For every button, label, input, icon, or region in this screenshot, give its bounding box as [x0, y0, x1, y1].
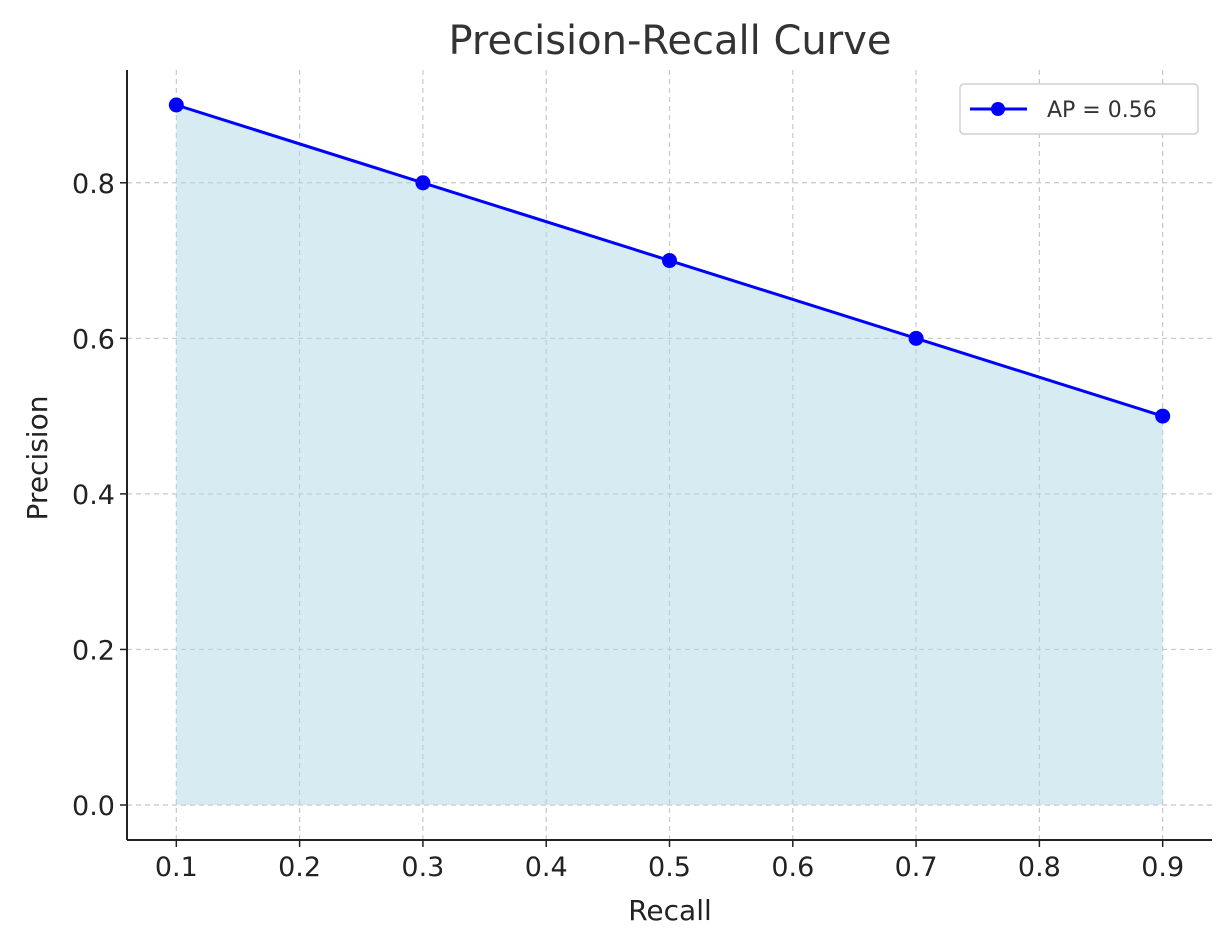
- x-tick-label-4: 0.5: [648, 852, 691, 883]
- fill-layer: [176, 105, 1163, 805]
- y-axis-label: Precision: [21, 396, 54, 521]
- y-tick-label-3: 0.6: [72, 324, 115, 355]
- x-tick-label-6: 0.7: [895, 852, 938, 883]
- x-axis-label: Recall: [628, 894, 712, 927]
- legend-label: AP = 0.56: [1047, 98, 1157, 123]
- x-tick-label-1: 0.2: [278, 852, 321, 883]
- x-tick-label-3: 0.4: [525, 852, 568, 883]
- y-tick-label-2: 0.4: [72, 480, 115, 511]
- series-0-fill-area: [176, 105, 1163, 805]
- series-layer: [168, 97, 1171, 424]
- x-tick-label-0: 0.1: [155, 852, 198, 883]
- series-0-point-4: [1155, 408, 1171, 424]
- legend: AP = 0.56: [959, 83, 1199, 135]
- legend-marker: [991, 102, 1005, 116]
- series-0-point-3: [908, 330, 924, 346]
- y-tick-label-1: 0.2: [72, 635, 115, 666]
- chart-title: Precision-Recall Curve: [449, 18, 892, 64]
- series-0-point-1: [415, 175, 431, 191]
- y-tick-label-4: 0.8: [72, 169, 115, 200]
- x-tick-label-5: 0.6: [771, 852, 814, 883]
- x-tick-label-8: 0.9: [1141, 852, 1184, 883]
- x-tick-label-7: 0.8: [1018, 852, 1061, 883]
- y-tick-label-0: 0.0: [72, 791, 115, 822]
- series-0-point-2: [662, 253, 677, 269]
- series-0-point-0: [168, 97, 184, 113]
- ticks-layer: 0.1 0.2 0.3 0.4 0.5 0.6 0.7 0.8 0.9 0.0 0.2 0.4 0.6 0…: [72, 169, 1184, 883]
- x-tick-label-2: 0.3: [401, 852, 444, 883]
- legend-box: [959, 83, 1199, 135]
